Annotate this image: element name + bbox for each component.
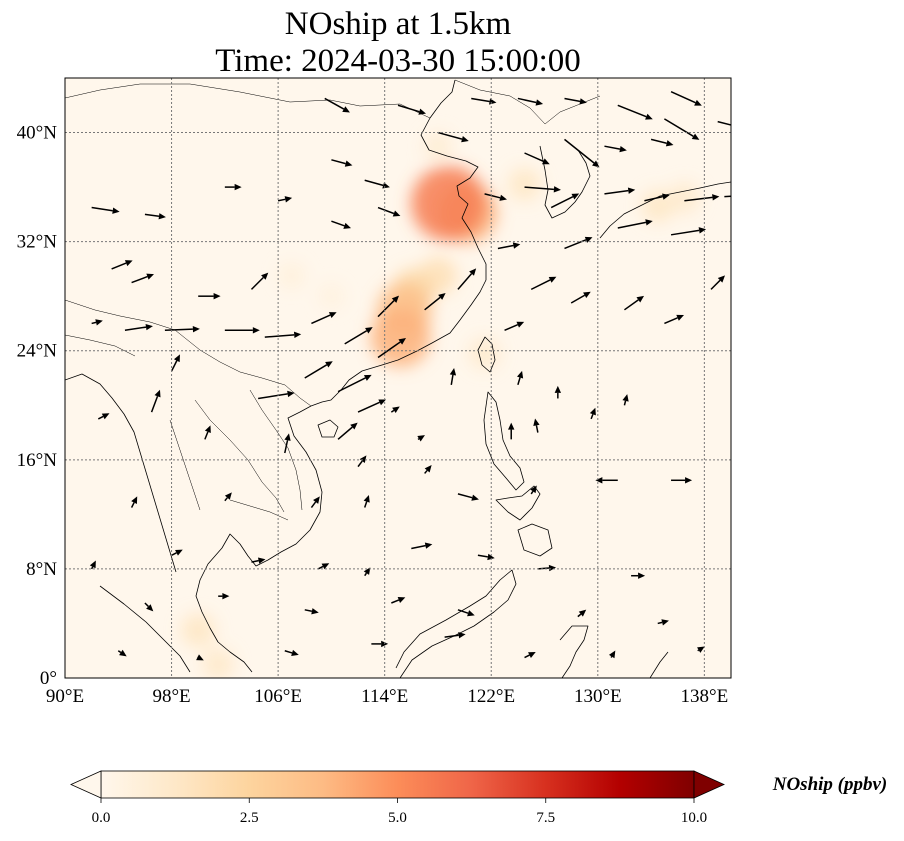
colorbar-label: NOship (ppbv) (772, 774, 888, 795)
longitude-label: 98°E (152, 686, 190, 707)
longitude-label: 130°E (574, 686, 622, 707)
latitude-label: 32°N (17, 232, 58, 253)
latitude-label: 16°N (17, 450, 58, 471)
colorbar-tick-label: 10.0 (681, 810, 707, 826)
latitude-label: 24°N (17, 341, 58, 362)
colorbar-extend-low (71, 771, 101, 798)
longitude-label: 122°E (467, 686, 515, 707)
concentration-hotspot (411, 166, 486, 241)
colorbar-tick-label: 7.5 (536, 810, 555, 826)
concentration-hotspot (469, 338, 500, 369)
colorbar-ticks: 0.0 2.5 5.0 7.5 10.0 (92, 798, 708, 826)
title-line-2: Time: 2024-03-30 15:00:00 (215, 43, 580, 79)
colorbar-extend-high (694, 771, 724, 798)
colorbar-tick-label: 5.0 (388, 810, 407, 826)
concentration-hotspot (508, 168, 541, 201)
latitude-label: 8°N (26, 559, 57, 580)
colorbar-tick-label: 0.0 (92, 810, 111, 826)
longitude-label: 90°E (46, 686, 84, 707)
longitude-label: 138°E (681, 686, 729, 707)
colorbar: 0.0 2.5 5.0 7.5 10.0 NOship (ppbv) (71, 771, 887, 826)
latitude-tick-labels: 0° 8°N 16°N 24°N 32°N 40°N (17, 123, 58, 689)
longitude-tick-labels: 90°E 98°E 106°E 114°E 122°E 130°E 138°E (46, 686, 728, 707)
longitude-label: 114°E (361, 686, 408, 707)
concentration-hotspot (181, 613, 215, 647)
concentration-hotspot (319, 284, 344, 309)
map-background (65, 78, 731, 678)
map-panel: 90°E 98°E 106°E 114°E 122°E 130°E 138°E 0° 8°N 1… (17, 78, 747, 707)
longitude-label: 106°E (254, 686, 302, 707)
concentration-hotspot (278, 263, 304, 289)
concentration-hotspot (641, 190, 674, 223)
colorbar-gradient (101, 771, 694, 798)
title-line-1: NOship at 1.5km (285, 6, 512, 42)
latitude-label: 40°N (17, 123, 58, 144)
concentration-hotspot (202, 648, 234, 680)
latitude-label: 0° (40, 668, 57, 689)
colorbar-tick-label: 2.5 (240, 810, 259, 826)
concentration-hotspot (371, 307, 431, 367)
